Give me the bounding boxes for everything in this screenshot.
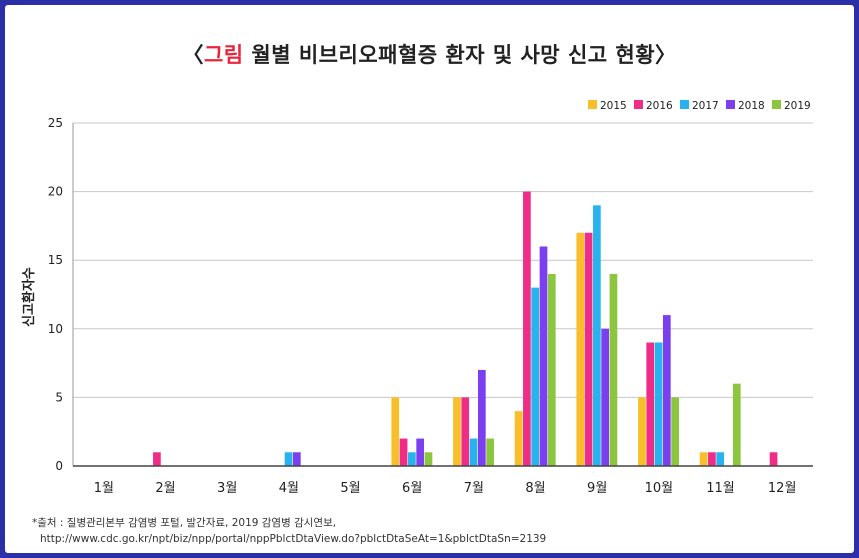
- source-note: *출처 : 질병관리본부 감염병 포털, 발간자료, 2019 감염병 감시연보…: [32, 515, 546, 547]
- bar-2018-9: [601, 328, 610, 466]
- legend-label-2019: 2019: [784, 100, 811, 112]
- legend-swatch-2018: [726, 100, 735, 109]
- legend-swatch-2015: [588, 100, 597, 109]
- legend-label-2016: 2016: [646, 100, 673, 112]
- x-tick-label: 1월: [94, 481, 114, 496]
- source-line-1: *출처 : 질병관리본부 감염병 포털, 발간자료, 2019 감염병 감시연보…: [32, 517, 337, 529]
- x-tick-label: 7월: [464, 481, 484, 496]
- bar-2016-2: [153, 452, 161, 466]
- x-tick-label: 12월: [768, 481, 797, 496]
- page-title: 〈그림 월별 비브리오패혈증 환자 및 사망 신고 현황〉: [5, 39, 854, 69]
- legend-swatch-2016: [634, 100, 643, 109]
- bar-2017-10: [654, 342, 663, 466]
- bar-2019-11: [732, 383, 741, 466]
- legend-swatch-2017: [680, 100, 689, 109]
- bar-2017-7: [469, 438, 478, 466]
- bar-2015-10: [638, 397, 646, 466]
- bars: [153, 191, 778, 466]
- bar-2019-9: [609, 273, 618, 466]
- bar-2018-10: [662, 315, 671, 466]
- bar-2016-6: [399, 438, 408, 466]
- legend-label-2015: 2015: [600, 100, 627, 112]
- bar-2019-7: [486, 438, 494, 466]
- x-tick-label: 3월: [217, 481, 237, 496]
- x-tick-label: 5월: [340, 481, 360, 496]
- x-tick-label: 10월: [645, 481, 674, 496]
- bar-2017-8: [531, 287, 540, 466]
- title-accent: 그림: [203, 43, 244, 67]
- bar-chart: 0 5 10 15 20 25 1월 2월 3월 4월 5월 6월 7월 8월 9월 10월 11월 12월 20…: [21, 100, 813, 496]
- bar-2016-12: [769, 452, 778, 466]
- bar-2018-8: [539, 246, 548, 466]
- x-tick-label: 9월: [587, 481, 607, 496]
- bar-2017-4: [284, 452, 293, 466]
- y-tick-label: 20: [48, 185, 63, 199]
- bar-2015-11: [699, 452, 708, 466]
- y-tick-label: 15: [48, 253, 63, 267]
- legend-label-2018: 2018: [738, 100, 765, 112]
- x-tick-label: 8월: [525, 481, 545, 496]
- y-tick-label: 25: [48, 116, 63, 130]
- bar-2019-6: [424, 452, 433, 466]
- title-bracket-open: 〈: [182, 43, 204, 67]
- axes: 0 5 10 15 20 25 1월 2월 3월 4월 5월 6월 7월 8월 9월 10월 11월 12월: [48, 116, 813, 496]
- y-tick-label: 5: [55, 390, 63, 404]
- grid-lines: [73, 122, 813, 398]
- bar-2017-9: [593, 205, 601, 466]
- bar-2019-8: [547, 273, 556, 466]
- title-bracket-close: 〉: [655, 43, 677, 67]
- bar-2017-6: [408, 452, 416, 466]
- legend-swatch-2019: [772, 100, 781, 109]
- x-tick-label: 2월: [155, 481, 175, 496]
- bar-2018-7: [477, 369, 486, 466]
- bar-2016-11: [708, 452, 716, 466]
- bar-2017-11: [716, 452, 725, 466]
- y-tick-label: 10: [48, 322, 63, 336]
- x-tick-label: 11월: [706, 481, 735, 496]
- bar-2016-10: [646, 342, 655, 466]
- bar-2015-8: [514, 411, 523, 466]
- bar-2016-9: [584, 232, 593, 466]
- legend: 2015 2016 2017 2018 2019: [588, 100, 811, 112]
- bar-2018-4: [292, 452, 301, 466]
- chart-frame: 〈그림 월별 비브리오패혈증 환자 및 사망 신고 현황〉 0 5 10 15 20 25…: [5, 5, 854, 553]
- bar-2016-8: [523, 191, 531, 466]
- x-tick-label: 6월: [402, 481, 422, 496]
- bar-2019-10: [671, 397, 679, 466]
- bar-2018-6: [416, 438, 425, 466]
- bar-2016-7: [461, 397, 470, 466]
- y-axis-label: 신고환자수: [21, 267, 37, 327]
- y-tick-label: 0: [55, 459, 63, 473]
- source-url[interactable]: http://www.cdc.go.kr/npt/biz/npp/portal/…: [40, 533, 547, 545]
- bar-2015-9: [576, 232, 585, 466]
- title-main: 월별 비브리오패혈증 환자 및 사망 신고 현황: [243, 43, 656, 67]
- bar-2015-7: [453, 397, 461, 466]
- legend-label-2017: 2017: [692, 100, 719, 112]
- bar-2015-6: [391, 397, 400, 466]
- x-tick-label: 4월: [279, 481, 299, 496]
